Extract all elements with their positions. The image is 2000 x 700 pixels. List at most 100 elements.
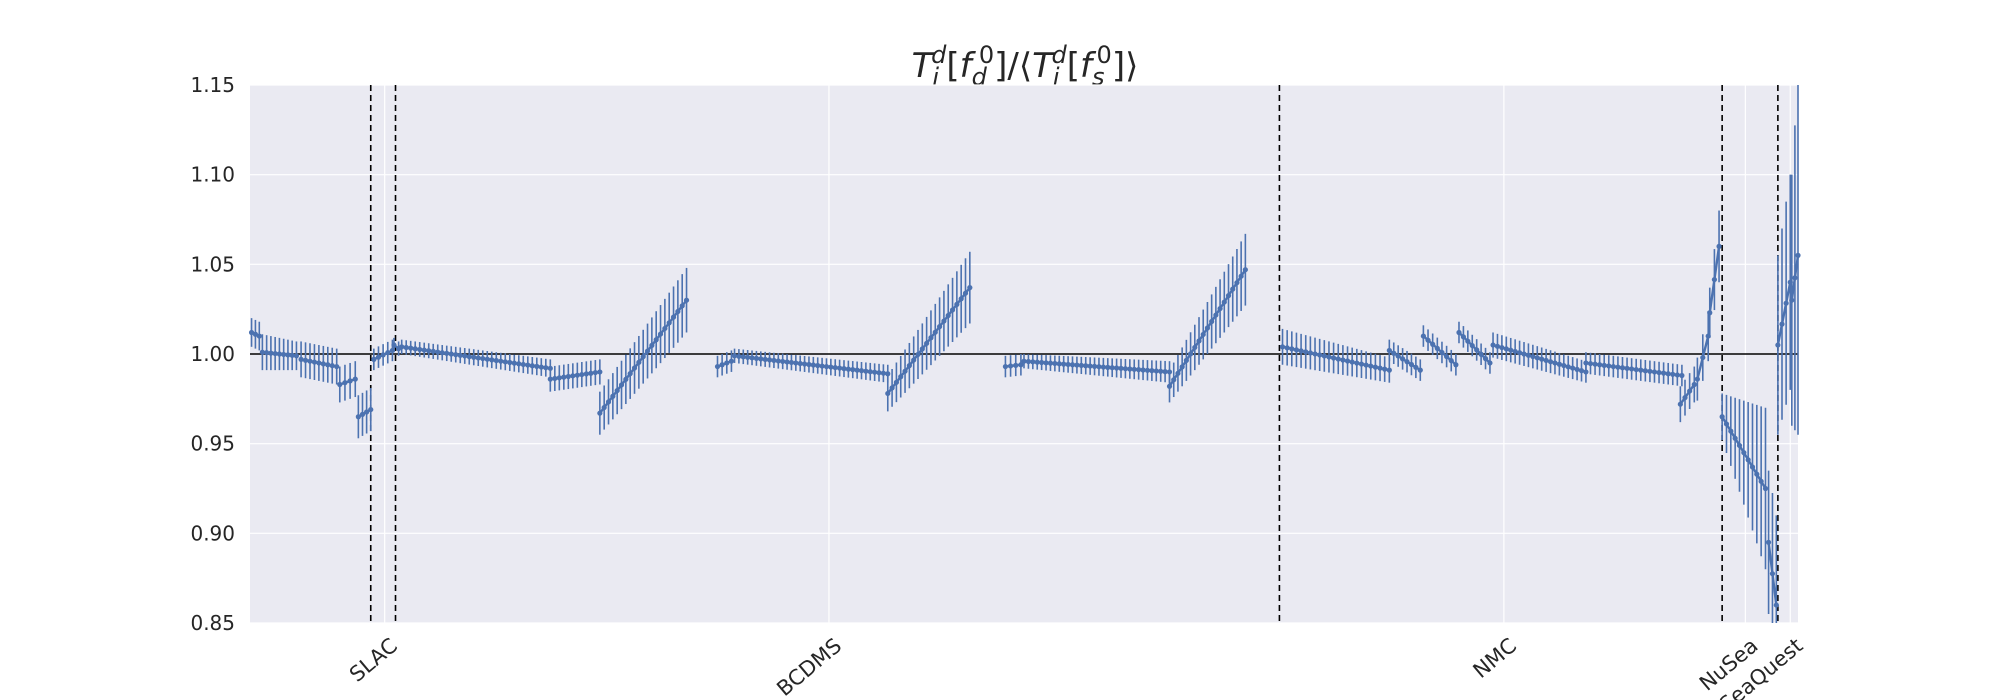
data-point — [529, 363, 535, 369]
data-point — [640, 354, 646, 360]
segment-9 — [597, 267, 690, 435]
data-point — [1456, 329, 1462, 336]
data-point — [325, 362, 331, 368]
data-point — [439, 350, 445, 356]
data-point — [1615, 364, 1621, 370]
data-point — [1516, 350, 1523, 356]
data-point — [1171, 377, 1177, 383]
data-point — [1552, 360, 1558, 366]
data-point — [924, 340, 930, 346]
data-point — [1399, 356, 1406, 362]
data-point — [256, 333, 262, 339]
data-point — [1494, 343, 1501, 349]
data-point — [1225, 293, 1232, 299]
data-point — [1482, 356, 1489, 362]
data-point — [329, 363, 335, 369]
data-point — [614, 387, 620, 394]
data-point — [889, 385, 895, 391]
segment-21 — [1583, 352, 1685, 387]
data-point — [298, 356, 304, 362]
data-point — [1358, 361, 1365, 367]
data-point — [1642, 368, 1648, 374]
data-point — [780, 358, 786, 365]
data-point — [1096, 364, 1102, 370]
data-point — [1413, 364, 1419, 370]
data-point — [1578, 368, 1585, 374]
segment-1 — [259, 334, 300, 371]
data-point — [1192, 344, 1198, 351]
category-label: NMC — [1469, 633, 1522, 683]
data-point — [788, 359, 795, 366]
data-point — [391, 342, 397, 348]
data-point — [919, 346, 925, 352]
data-point — [1647, 368, 1653, 374]
data-point — [403, 344, 409, 351]
data-point — [1030, 359, 1036, 365]
data-point — [320, 361, 326, 367]
data-point — [1007, 363, 1014, 369]
data-point — [906, 363, 912, 369]
title-part: d — [1052, 41, 1068, 69]
data-point — [1065, 361, 1071, 368]
segment-11 — [731, 348, 891, 383]
data-point — [1279, 344, 1286, 350]
data-point — [1439, 349, 1445, 356]
data-point — [1100, 364, 1106, 370]
data-point — [762, 356, 768, 362]
data-point — [507, 359, 513, 366]
data-point — [1122, 366, 1129, 372]
data-point — [631, 365, 638, 371]
data-point — [775, 358, 781, 364]
data-point — [1556, 361, 1562, 367]
y-tick-label: 0.85 — [190, 611, 235, 635]
data-point — [872, 369, 878, 375]
data-point — [675, 308, 681, 315]
data-point — [1391, 350, 1397, 356]
data-point — [1670, 371, 1676, 377]
data-point — [1018, 362, 1024, 368]
data-point — [1091, 363, 1098, 369]
data-point — [342, 380, 348, 386]
segment-8 — [547, 359, 603, 392]
data-point — [493, 357, 499, 364]
data-point — [1230, 286, 1236, 292]
data-point — [928, 335, 934, 341]
data-point — [1200, 331, 1206, 338]
data-point — [1425, 337, 1431, 343]
data-point — [272, 350, 278, 357]
data-point — [1087, 363, 1093, 369]
data-point — [462, 353, 468, 359]
data-point — [945, 312, 951, 319]
data-point — [1561, 362, 1567, 369]
data-point — [1213, 312, 1219, 318]
data-point — [1525, 352, 1532, 358]
data-point — [1674, 372, 1680, 378]
category-label: BCDMS — [772, 633, 846, 700]
segment-17 — [1386, 339, 1423, 381]
data-point — [1665, 371, 1671, 377]
data-point — [1144, 367, 1151, 373]
data-point — [863, 368, 869, 374]
data-point — [810, 362, 816, 368]
data-point — [784, 359, 790, 365]
data-point — [618, 382, 625, 388]
title-part: i — [1053, 63, 1060, 91]
y-axis-ticks: 0.85 0.90 0.95 1.00 1.05 1.10 1.15 — [190, 73, 235, 635]
data-point — [1656, 369, 1662, 376]
data-point — [466, 354, 472, 360]
data-point — [302, 357, 309, 363]
data-point — [1386, 347, 1392, 354]
data-point — [1025, 358, 1032, 365]
data-point — [1769, 571, 1776, 577]
data-point — [1368, 363, 1374, 369]
data-point — [1238, 273, 1244, 279]
chart-title: Tid[fd0]/⟨Tid[fs0]⟩ — [912, 41, 1139, 91]
data-point — [579, 371, 585, 378]
title-part: 0 — [1097, 41, 1112, 69]
data-point — [1382, 366, 1388, 372]
data-point — [823, 363, 830, 370]
data-point — [1034, 359, 1040, 365]
data-point — [268, 350, 274, 356]
data-point — [1118, 365, 1124, 371]
data-point — [714, 363, 721, 370]
